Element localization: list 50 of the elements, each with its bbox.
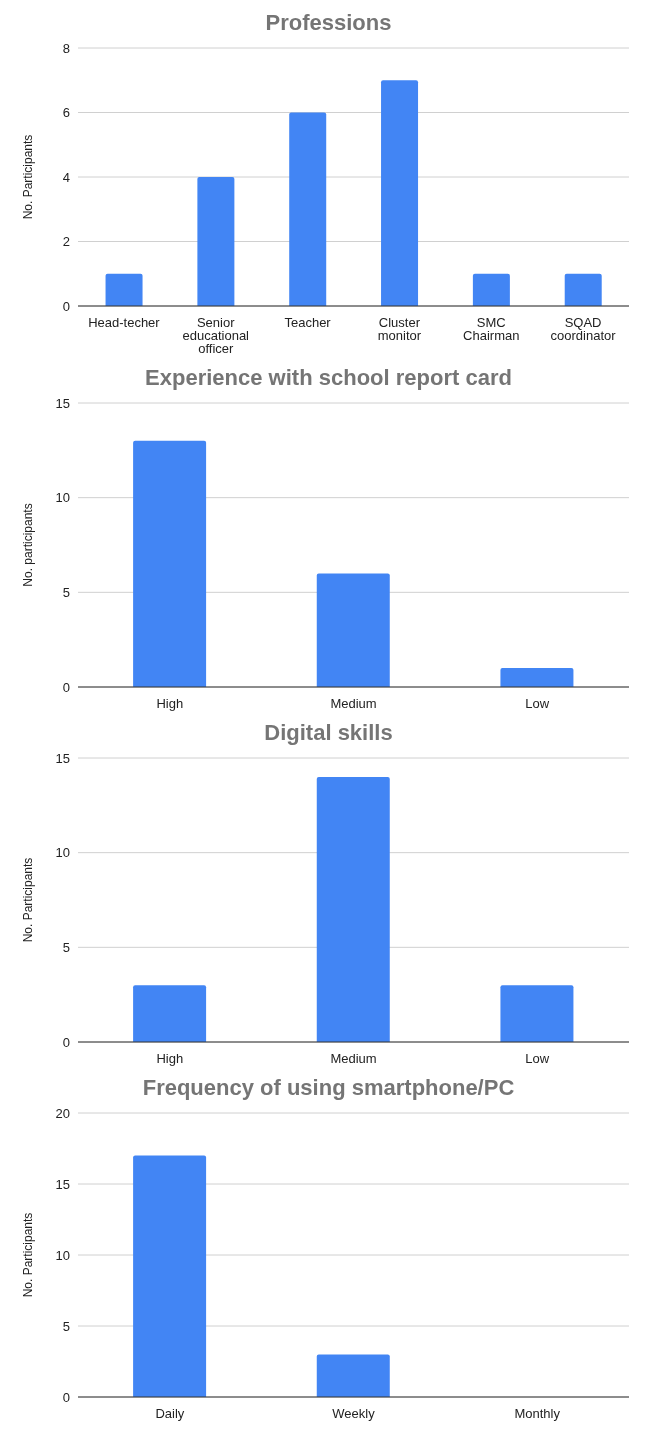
- bar: [500, 668, 574, 687]
- x-tick-label: High: [156, 696, 184, 712]
- bar: [133, 440, 207, 687]
- x-tick-label: High: [156, 1051, 184, 1067]
- x-tick-label: Daily: [155, 1406, 185, 1422]
- x-tick-label: Monthly: [514, 1406, 561, 1422]
- y-tick-label: 15: [55, 395, 70, 411]
- bar: [105, 273, 143, 306]
- x-tick-label: Senior educational officer: [182, 315, 250, 357]
- y-tick-label: 10: [55, 1247, 70, 1263]
- y-tick-label: 10: [55, 490, 70, 506]
- x-tick-label: Medium: [330, 696, 377, 712]
- bar: [564, 273, 602, 306]
- y-axis-title: No. Participants: [21, 1212, 36, 1298]
- y-tick-label: 15: [55, 750, 70, 766]
- y-axis-title: No. Participants: [21, 134, 36, 220]
- bar: [197, 177, 235, 306]
- x-tick-label: Weekly: [332, 1406, 376, 1422]
- x-tick-label: Medium: [330, 1051, 377, 1067]
- y-tick-label: 0: [62, 298, 70, 314]
- y-tick-label: 0: [62, 679, 70, 695]
- chart-title: Frequency of using smartphone/PC: [141, 1074, 516, 1102]
- y-tick-label: 4: [62, 169, 70, 185]
- y-tick-label: 2: [62, 234, 70, 250]
- y-tick-label: 20: [55, 1105, 70, 1121]
- chart-title: Digital skills: [263, 719, 394, 747]
- x-tick-label: Cluster monitor: [377, 315, 422, 344]
- bar: [472, 273, 510, 306]
- bar: [316, 573, 390, 687]
- chart-title: Professions: [264, 9, 393, 37]
- y-tick-label: 8: [62, 40, 70, 56]
- y-axis-title: No. participants: [21, 503, 36, 587]
- y-tick-label: 10: [55, 845, 70, 861]
- y-tick-label: 0: [62, 1389, 70, 1405]
- x-tick-label: Head-techer: [88, 315, 161, 331]
- y-tick-label: 5: [62, 1318, 70, 1334]
- x-tick-label: Low: [525, 696, 550, 712]
- chart-title: Experience with school report card: [144, 364, 513, 392]
- y-axis-title: No. Participants: [21, 857, 36, 943]
- bar: [381, 80, 419, 306]
- bar: [289, 112, 327, 306]
- x-tick-label: SMC Chairman: [463, 315, 520, 344]
- y-tick-label: 5: [62, 939, 70, 955]
- x-tick-label: SQAD coordinator: [550, 315, 617, 344]
- x-tick-label: Low: [525, 1051, 550, 1067]
- y-tick-label: 15: [55, 1176, 70, 1192]
- y-tick-label: 6: [62, 105, 70, 121]
- y-tick-label: 0: [62, 1034, 70, 1050]
- y-tick-label: 5: [62, 584, 70, 600]
- x-tick-label: Teacher: [284, 315, 332, 331]
